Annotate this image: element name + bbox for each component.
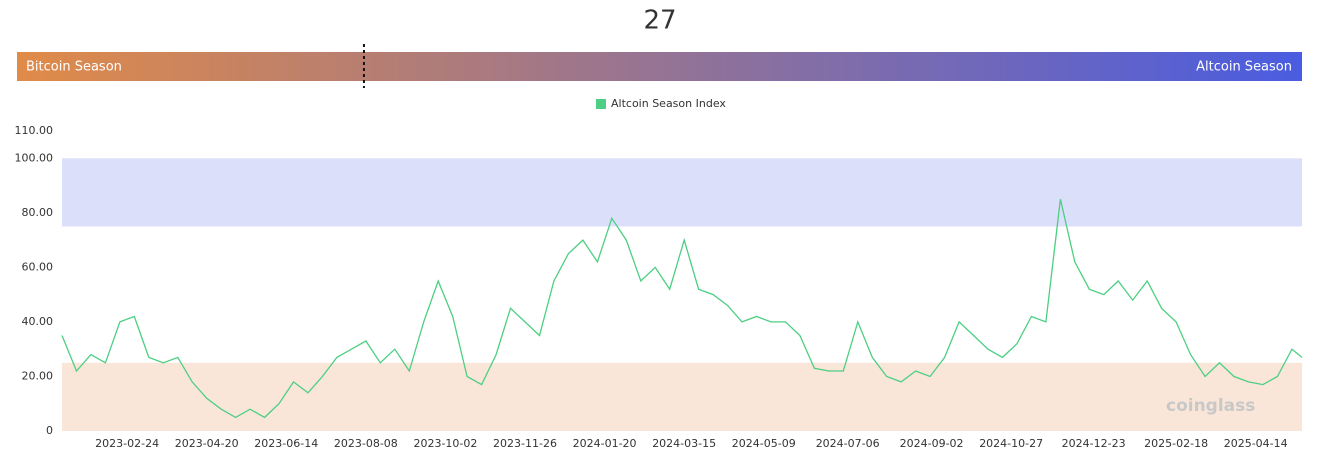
x-tick-label: 2023-08-08 [334,437,398,450]
x-tick-label: 2023-11-26 [493,437,557,450]
x-tick-label: 2023-06-14 [254,437,318,450]
legend-label: Altcoin Season Index [611,97,726,110]
y-tick-label: 20.00 [22,369,54,382]
x-tick-label: 2024-12-23 [1062,437,1126,450]
x-tick-label: 2023-10-02 [413,437,477,450]
gauge-left-label: Bitcoin Season [26,60,122,75]
y-tick-label: 0 [46,424,53,437]
x-tick-label: 2025-04-14 [1224,437,1288,450]
band [62,158,1302,227]
x-tick-label: 2024-10-27 [979,437,1043,450]
x-tick-label: 2023-02-24 [95,437,159,450]
x-tick-label: 2023-04-20 [175,437,239,450]
watermark: coinglass [1166,396,1255,416]
gauge-bar [17,52,1302,81]
x-tick-label: 2024-03-15 [652,437,716,450]
y-tick-label: 40.00 [22,315,54,328]
x-tick-label: 2024-09-02 [900,437,964,450]
x-tick-label: 2024-01-20 [573,437,637,450]
y-tick-label: 60.00 [22,260,54,273]
x-tick-label: 2024-07-06 [816,437,880,450]
gauge-right-label: Altcoin Season [1196,60,1292,75]
band [62,362,1302,431]
legend-swatch [596,99,606,109]
series-line [61,199,1303,419]
x-tick-label: 2024-05-09 [732,437,796,450]
current-value: 27 [643,6,676,36]
y-tick-label: 110.00 [15,124,54,137]
y-tick-label: 100.00 [15,151,54,164]
x-tick-label: 2025-02-18 [1144,437,1208,450]
y-tick-label: 80.00 [22,206,54,219]
